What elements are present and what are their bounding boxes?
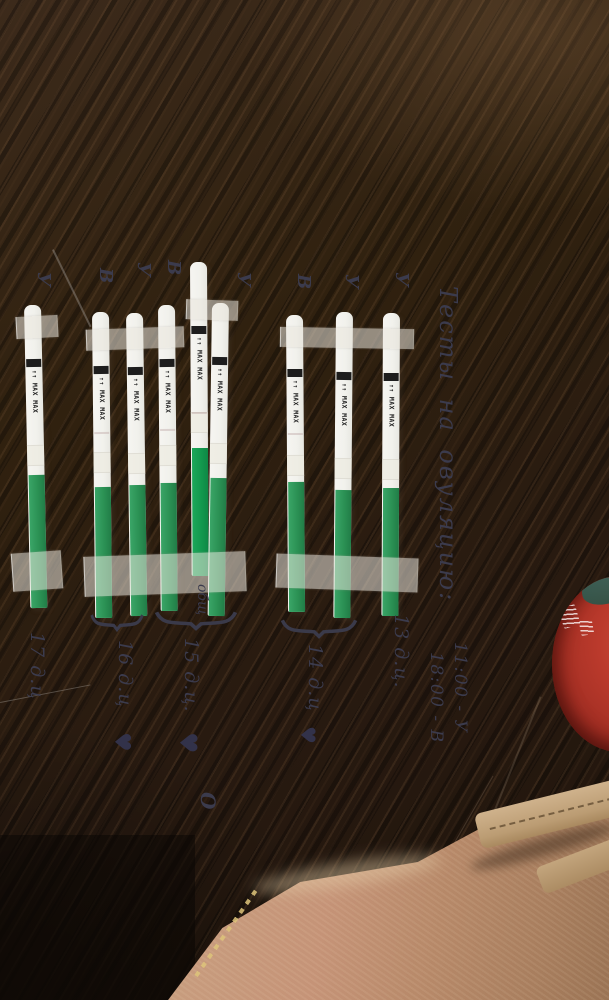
strip-time-letter: У	[133, 262, 154, 277]
max-line-bar	[191, 325, 207, 335]
max-print-label: ↑↑ MAX MAX	[97, 376, 107, 421]
max-print-label: ↑↑ MAX MAX	[131, 377, 141, 422]
tape-piece	[15, 314, 59, 340]
schedule-evening: 18:00 - В	[426, 652, 446, 744]
tape-piece	[10, 550, 64, 592]
heart-mark: ♥	[109, 732, 134, 752]
max-print-label: ↑↑ MAX MAX	[291, 379, 300, 424]
max-print-label: ↑↑ MAX MAX	[195, 336, 204, 381]
day-brace-16	[90, 614, 144, 633]
strip-window	[93, 451, 111, 474]
day-label-13: 13 д.ц.	[390, 614, 412, 689]
faint-test-line	[191, 411, 207, 415]
heart-mark: ♥	[296, 726, 320, 744]
day-label-17: 17 д.ц	[26, 632, 48, 700]
lid-print-marks	[578, 618, 595, 637]
max-print-label: ↑↑ MAX MAX	[163, 369, 172, 414]
max-line-bar	[287, 368, 303, 378]
faint-test-line	[160, 428, 176, 432]
day-label-15: 15 д.ц.	[180, 638, 202, 713]
strip-time-letter: В	[95, 268, 116, 284]
day-brace-14	[280, 619, 358, 639]
strip-window	[334, 457, 352, 480]
tape-piece	[275, 553, 419, 593]
max-line-bar	[26, 358, 42, 368]
max-print-label: ↑↑ MAX MAX	[30, 369, 40, 414]
schedule-morning: 11:00 - У	[450, 642, 470, 734]
strip-window	[209, 442, 228, 465]
strip-window	[159, 444, 177, 467]
max-print-label: ↑↑ MAX MAX	[340, 382, 349, 427]
tape-piece	[83, 551, 247, 597]
tape-piece	[185, 299, 239, 321]
max-line-bar	[127, 366, 143, 376]
tape-piece	[85, 326, 185, 351]
heart-mark: ♥	[174, 732, 202, 754]
max-line-bar	[159, 358, 175, 368]
strip-window	[382, 458, 400, 481]
ovulation-mark: О	[196, 792, 220, 810]
strip-green-handle	[333, 489, 351, 619]
tape-piece	[279, 326, 415, 350]
strip-green-handle	[287, 481, 305, 613]
strip-time-letter: У	[341, 274, 362, 289]
strip-time-letter: У	[233, 272, 254, 287]
strip-time-letter: В	[293, 274, 314, 290]
max-line-bar	[336, 371, 352, 381]
strip-time-letter: В	[163, 260, 184, 276]
max-line-bar	[93, 365, 109, 375]
max-print-label: ↑↑ MAX MAX	[387, 383, 396, 428]
day-label-14: 14 д.ц	[304, 644, 326, 712]
table-shadow-area	[0, 835, 195, 1000]
strip-window	[190, 411, 208, 434]
max-line-bar	[212, 356, 228, 366]
strip-green-handle	[128, 484, 147, 617]
day-brace-15	[154, 611, 238, 631]
max-print-label: ↑↑ MAX MAX	[215, 367, 225, 412]
strip-time-letter: У	[391, 272, 412, 287]
strip-window	[286, 454, 305, 477]
strip-time-letter: У	[33, 272, 54, 287]
strip-green-handle	[208, 477, 227, 617]
page-title: Тесты на овуляцию:	[434, 286, 462, 603]
faint-test-line	[94, 431, 110, 435]
strip-green-handle	[381, 487, 399, 617]
strip-green-handle	[94, 486, 112, 619]
faint-test-line	[287, 432, 303, 436]
day-label-16: 16 д.ц	[114, 640, 136, 708]
strip-window	[26, 444, 45, 467]
strip-window	[127, 452, 146, 475]
max-line-bar	[383, 372, 399, 382]
lid-print-marks	[558, 604, 581, 629]
